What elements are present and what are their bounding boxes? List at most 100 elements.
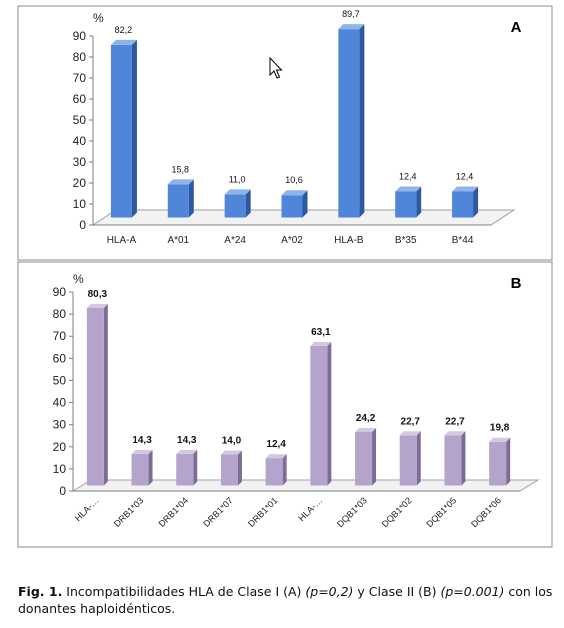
panel-a-bar-top	[281, 190, 308, 196]
panel-a-y-tick-label: 70	[73, 71, 87, 85]
panel-a-bar	[224, 194, 246, 218]
caption-text-3: con los donantes haploidénticos.	[18, 584, 553, 616]
panel-b-y-tick-label: 10	[53, 462, 67, 476]
panel-a-bar	[338, 29, 360, 218]
panel-a-bar-top	[110, 39, 137, 45]
panel-a-value-label: 11,0	[229, 174, 246, 184]
panel-a-category-label: HLA-A	[107, 235, 137, 246]
caption-p-value-1: (p=0,2)	[305, 584, 354, 599]
caption-p-value-2: (p=0.001)	[440, 584, 505, 599]
panel-b-value-label: 19,8	[490, 423, 510, 434]
panel-b-value-label: 80,3	[88, 289, 108, 300]
panel-b-bar	[444, 435, 462, 486]
panel-b-value-label: 14,3	[132, 435, 152, 446]
panel-b-value-label: 22,7	[445, 416, 465, 427]
panel-a-category-label: A*01	[167, 235, 189, 246]
panel-b-unit-label: %	[73, 272, 84, 286]
panel-a-bar-top	[224, 189, 251, 195]
panel-a-bar-side	[473, 186, 479, 218]
figure-caption: Fig. 1. Incompatibilidades HLA de Clase …	[18, 583, 558, 617]
panel-a-value-label: 82,2	[115, 25, 133, 35]
panel-a-y-tick-label: 90	[73, 29, 87, 43]
panel-b-bar-side	[193, 449, 198, 486]
panel-b-bar-side	[282, 454, 287, 486]
panel-a-y-tick-label: 10	[73, 197, 87, 211]
panel-b-value-label: 12,4	[266, 439, 286, 450]
panel-a-bar-top	[167, 179, 194, 185]
panel-a-bar-top	[395, 186, 422, 192]
mouse-cursor-icon	[269, 56, 283, 79]
panel-a-bar-side	[188, 179, 194, 218]
panel-a-bar-side	[302, 190, 308, 218]
panel-a-category-label: HLA-B	[334, 235, 364, 246]
panel-b-value-label: 63,1	[311, 327, 331, 338]
panel-a-y-tick-label: 0	[79, 218, 86, 232]
panel-a-value-label: 12,4	[456, 171, 474, 181]
panel-b-bar-top	[176, 449, 198, 454]
panel-a-category-label: A*24	[224, 235, 246, 246]
panel-b-bar	[265, 458, 283, 486]
panel-a-chart: 0 10 20 30 40 50 60 70 80 90% A 82,2 HLA-A 15,8 A*01 11…	[73, 9, 522, 246]
panel-a-category-label: B*44	[452, 235, 474, 246]
panel-b-y-tick-label: 80	[53, 307, 67, 321]
panel-b-bar-side	[103, 303, 108, 486]
panel-a-bar-side	[416, 186, 422, 218]
panel-a-bar	[110, 44, 132, 218]
panel-b-y-tick-label: 0	[59, 484, 66, 498]
panel-b-bar	[489, 441, 507, 486]
panel-b-y-tick-label: 70	[53, 329, 67, 343]
panel-a-bar-side	[245, 189, 251, 218]
caption-fig-label: Fig. 1.	[18, 584, 63, 599]
panel-b-bar-side	[506, 437, 511, 486]
panel-b-value-label: 14,3	[177, 435, 197, 446]
panel-b-bar-side	[372, 427, 377, 486]
panel-b-bar	[355, 431, 373, 486]
panel-a-bar-top	[338, 24, 365, 30]
panel-b-y-tick-label: 20	[53, 440, 67, 454]
panel-b-bar-top	[444, 431, 466, 436]
panel-a-panel-letter: A	[511, 19, 522, 36]
panel-a-value-label: 89,7	[342, 9, 360, 19]
panel-b-y-tick-label: 30	[53, 418, 67, 432]
panel-b-y-tick-label: 40	[53, 396, 67, 410]
panel-a-y-tick-label: 20	[73, 176, 87, 190]
caption-text-1: Incompatibilidades HLA de Clase I (A)	[62, 584, 306, 599]
panel-a-bar	[452, 191, 474, 218]
panel-b-bar-side	[327, 341, 332, 486]
panel-b-value-label: 22,7	[401, 416, 421, 427]
panel-a-unit-label: %	[93, 11, 104, 25]
panel-b-y-tick-label: 60	[53, 351, 67, 365]
panel-b-y-tick-label: 50	[53, 373, 67, 387]
panel-b-bar	[86, 307, 104, 486]
panel-a-bar-side	[359, 24, 365, 218]
panel-b-bar-top	[220, 450, 242, 455]
panel-b-bar	[131, 453, 149, 486]
panel-b-bar-side	[148, 449, 153, 486]
panel-b-panel-letter: B	[511, 275, 522, 292]
panel-a-bar	[167, 184, 189, 218]
panel-a-y-tick-label: 30	[73, 155, 87, 169]
panel-b-bar-side	[461, 431, 466, 486]
caption-text-2: y Clase II (B)	[353, 584, 441, 599]
panel-b-bar-top	[265, 454, 287, 459]
panel-b-bar	[176, 453, 194, 486]
panel-a-bar-side	[131, 39, 137, 218]
panel-b-bar	[310, 345, 328, 486]
panel-a-y-tick-label: 40	[73, 134, 87, 148]
panel-b-y-tick-label: 90	[53, 285, 67, 299]
panel-b-bar-top	[310, 341, 332, 346]
panel-a-y-tick-label: 60	[73, 92, 87, 106]
panel-b-bar-top	[355, 427, 377, 432]
panel-b-bar-top	[399, 431, 421, 436]
panel-a-y-tick-label: 50	[73, 113, 87, 127]
panel-a-bar	[395, 191, 417, 218]
panel-b-bar	[399, 435, 417, 486]
panel-b-bar-side	[237, 450, 242, 486]
panel-b-value-label: 24,2	[356, 413, 376, 424]
panel-a-bar-top	[452, 186, 479, 192]
panel-a-category-label: A*02	[281, 235, 303, 246]
panel-a-category-label: B*35	[395, 235, 417, 246]
panel-b-value-label: 14,0	[222, 436, 242, 447]
panel-a-value-label: 10,6	[285, 175, 303, 185]
